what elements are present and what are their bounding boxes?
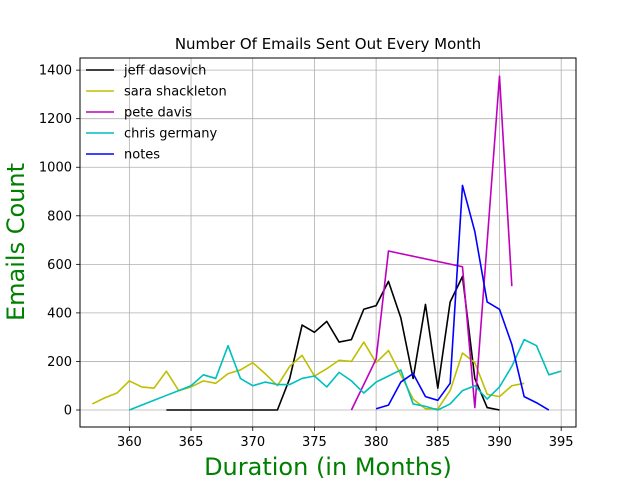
x-tick-label: 365 bbox=[179, 435, 204, 450]
x-tick-label: 390 bbox=[487, 435, 512, 450]
y-tick-label: 1000 bbox=[39, 161, 72, 176]
y-tick-label: 0 bbox=[64, 404, 72, 419]
x-tick-label: 360 bbox=[117, 435, 142, 450]
series-line-notes bbox=[375, 184, 550, 411]
legend-entry-jeff-dasovich: jeff dasovich bbox=[123, 64, 206, 79]
axis-ticks: 360 365 370 375 380 385 390 395 0 200 400 600 800 100… bbox=[39, 64, 574, 450]
y-tick-label: 400 bbox=[47, 306, 72, 321]
x-tick-label: 370 bbox=[240, 435, 265, 450]
chart-title: Number Of Emails Sent Out Every Month bbox=[175, 35, 481, 53]
legend-entry-chris-germany: chris germany bbox=[124, 127, 217, 142]
legend-entry-pete-davis: pete davis bbox=[124, 106, 192, 121]
y-tick-label: 600 bbox=[47, 258, 72, 273]
x-tick-label: 375 bbox=[302, 435, 327, 450]
series-line-sara-shackleton bbox=[91, 341, 525, 410]
x-tick-label: 395 bbox=[549, 435, 574, 450]
x-tick-label: 380 bbox=[364, 435, 389, 450]
y-axis-label: Emails Count bbox=[2, 163, 30, 321]
y-tick-label: 800 bbox=[47, 209, 72, 224]
legend-entry-sara-shackleton: sara shackleton bbox=[124, 85, 227, 100]
y-tick-label: 1200 bbox=[39, 112, 72, 127]
y-tick-label: 1400 bbox=[39, 64, 72, 79]
y-tick-label: 200 bbox=[47, 355, 72, 370]
x-axis-label: Duration (in Months) bbox=[204, 453, 452, 480]
x-tick-label: 385 bbox=[425, 435, 450, 450]
grid bbox=[80, 58, 576, 427]
series-line-jeff-dasovich bbox=[166, 275, 500, 411]
legend: jeff dasovich sara shackleton pete davis ch… bbox=[86, 64, 227, 163]
series-line-chris-germany bbox=[129, 338, 562, 411]
plot-frame bbox=[79, 57, 577, 428]
series-group bbox=[91, 75, 562, 411]
series-line-pete-davis bbox=[350, 75, 513, 411]
legend-entry-notes: notes bbox=[124, 148, 160, 163]
